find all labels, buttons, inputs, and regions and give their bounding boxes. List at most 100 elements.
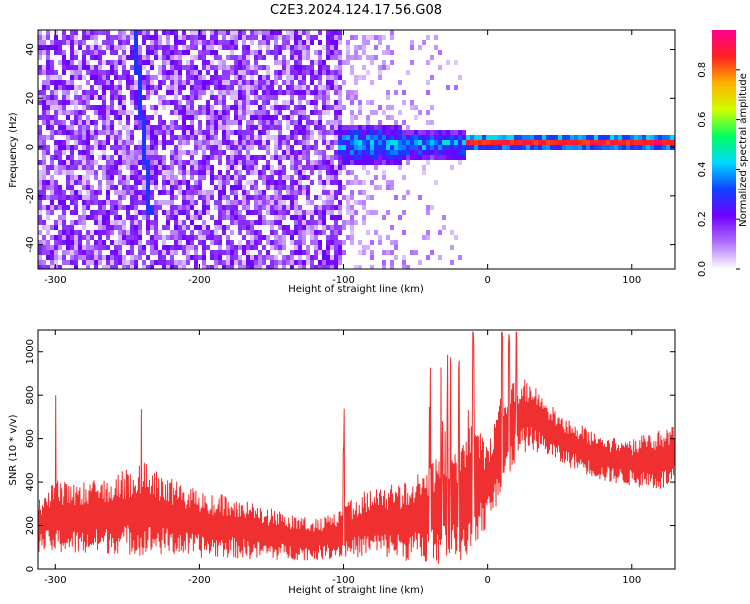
spectrogram-cell <box>270 240 274 245</box>
spectrogram-cell <box>198 125 202 130</box>
spectrogram-cell <box>46 55 50 60</box>
spectrogram-cell <box>78 195 82 200</box>
x-tick-label: 100 <box>622 275 641 286</box>
spectrogram-cell <box>338 65 342 70</box>
spectrogram-cell <box>90 30 94 35</box>
spectrogram-cell <box>282 245 286 250</box>
spectrogram-cell <box>318 95 322 100</box>
spectrogram-cell <box>122 65 126 70</box>
spectrogram-cell <box>62 195 66 200</box>
spectrogram-cell <box>110 125 114 130</box>
spectrogram-cell <box>174 160 178 165</box>
spectrogram-cell <box>218 45 222 50</box>
spectrogram-cell <box>346 160 350 165</box>
spectrogram-cell <box>174 110 178 115</box>
spectrogram-cell <box>274 115 278 120</box>
spectrogram-cell <box>286 255 290 260</box>
spectrogram-cell <box>50 195 54 200</box>
spectrogram-cell <box>286 230 290 235</box>
spectrogram-cell <box>254 65 258 70</box>
spectrogram-cell <box>298 260 302 265</box>
spectrogram-cell <box>126 110 130 115</box>
spectrogram-cell <box>286 125 290 130</box>
spectrogram-cell <box>294 155 298 160</box>
spectrogram-cell <box>198 110 202 115</box>
spectrogram-cell <box>398 155 402 160</box>
spectrogram-cell <box>202 30 206 35</box>
spectrogram-cell <box>170 155 174 160</box>
spectrogram-cell <box>178 150 182 155</box>
spectrogram-cell <box>162 55 166 60</box>
spectrogram-cell <box>154 170 158 175</box>
spectrogram-cell <box>626 140 630 145</box>
spectrogram-cell <box>362 125 366 130</box>
spectrogram-cell <box>334 135 338 140</box>
spectrogram-cell <box>250 235 254 240</box>
spectrogram-cell <box>362 245 366 250</box>
spectrogram-cell <box>358 75 362 80</box>
spectrogram-cell <box>442 135 446 140</box>
spectrogram-cell <box>150 130 154 135</box>
spectrogram-cell <box>286 115 290 120</box>
spectrogram-cell <box>306 250 310 255</box>
spectrogram-cell <box>54 240 58 245</box>
spectrogram-cell <box>298 185 302 190</box>
spectrogram-cell <box>106 210 110 215</box>
spectrogram-cell <box>70 80 74 85</box>
spectrogram-cell <box>286 105 290 110</box>
snr-y-label: SNR (10 * v/v) <box>8 414 19 485</box>
spectrogram-cell <box>474 140 478 145</box>
spectrogram-cell <box>226 140 230 145</box>
spectrogram-cell <box>362 150 366 155</box>
spectrogram-cell <box>98 65 102 70</box>
spectrogram-cell <box>250 165 254 170</box>
spectrogram-cell <box>454 235 458 240</box>
spectrogram-cell <box>294 70 298 75</box>
spectrogram-cell <box>222 185 226 190</box>
spectrogram-cell <box>330 260 334 265</box>
spectrogram-cell <box>194 260 198 265</box>
spectrogram-cell <box>226 85 230 90</box>
spectrogram-cell <box>238 65 242 70</box>
spectrogram-cell <box>638 145 642 150</box>
spectrogram-cell <box>66 145 70 150</box>
spectrogram-cell <box>182 260 186 265</box>
spectrogram-cell <box>58 215 62 220</box>
spectrogram-cell <box>274 200 278 205</box>
spectrogram-cell <box>390 260 394 265</box>
spectrogram-cell <box>302 220 306 225</box>
spectrogram-cell <box>154 30 158 35</box>
spectrogram-cell <box>202 35 206 40</box>
spectrogram-cell <box>310 235 314 240</box>
spectrogram-cell <box>290 50 294 55</box>
spectrogram-cell <box>122 145 126 150</box>
spectrogram-cell <box>170 175 174 180</box>
spectrogram-cell <box>206 135 210 140</box>
spectrogram-cell <box>530 135 534 140</box>
spectrogram-cell <box>290 120 294 125</box>
spectrogram-cell <box>238 225 242 230</box>
spectrogram-cell <box>186 210 190 215</box>
spectrogram-cell <box>58 245 62 250</box>
spectrogram-cell <box>42 50 46 55</box>
spectrogram-cell <box>202 165 206 170</box>
spectrogram-cell <box>250 115 254 120</box>
spectrogram-cell <box>186 235 190 240</box>
spectrogram-cell <box>294 210 298 215</box>
spectrogram-cell <box>426 80 430 85</box>
spectrogram-cell <box>186 190 190 195</box>
spectrogram-cell <box>206 100 210 105</box>
spectrogram-cell <box>294 185 298 190</box>
spectrogram-cell <box>134 90 138 95</box>
spectrogram-cell <box>258 45 262 50</box>
spectrogram-cell <box>150 210 154 215</box>
spectrogram-cell <box>258 130 262 135</box>
spectrogram-cell <box>394 130 398 135</box>
spectrogram-cell <box>130 195 134 200</box>
spectrogram-cell <box>526 140 530 145</box>
spectrogram-cell <box>298 95 302 100</box>
spectrogram-cell <box>202 175 206 180</box>
spectrogram-cell <box>118 195 122 200</box>
spectrogram-cell <box>62 260 66 265</box>
spectrogram-cell <box>90 135 94 140</box>
